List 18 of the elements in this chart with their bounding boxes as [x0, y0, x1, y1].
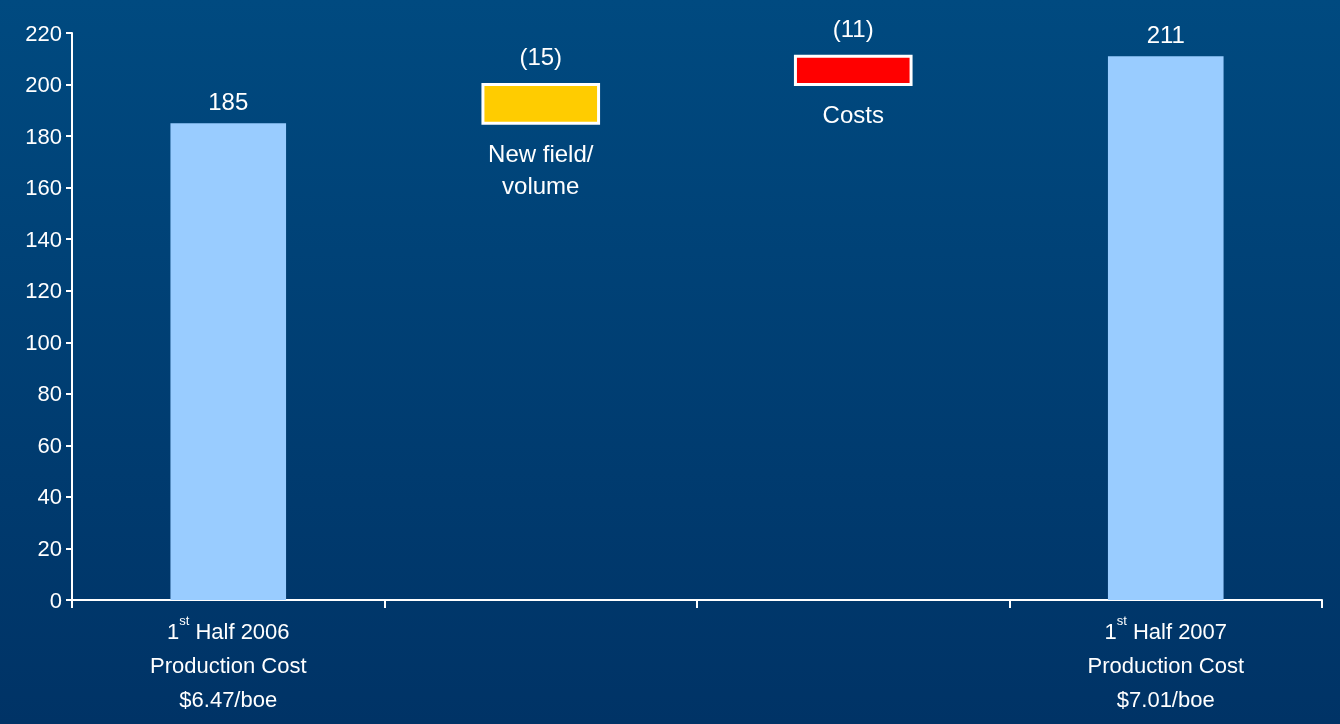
x-tick-label: Costs [822, 101, 884, 129]
y-tick-label: 160 [25, 175, 62, 201]
y-tick-label: 60 [37, 432, 62, 458]
y-tick-label: 140 [25, 226, 62, 252]
y-tick-label: 100 [25, 329, 62, 355]
y-tick-label: 220 [25, 20, 62, 46]
y-tick-label: 40 [37, 484, 62, 510]
y-tick-label: 120 [25, 278, 62, 304]
y-tick-label: 200 [25, 72, 62, 98]
y-tick-label: 20 [37, 535, 62, 561]
data-label: (15) [519, 43, 563, 71]
y-tick-label: 180 [25, 123, 62, 149]
y-tick-label: 0 [49, 587, 62, 613]
data-label: (11) [832, 14, 874, 42]
data-label: 185 [208, 87, 249, 115]
y-tick-label: 80 [37, 381, 62, 407]
data-label: 211 [1146, 20, 1185, 48]
x-tick-label: New field/volume [488, 139, 594, 199]
